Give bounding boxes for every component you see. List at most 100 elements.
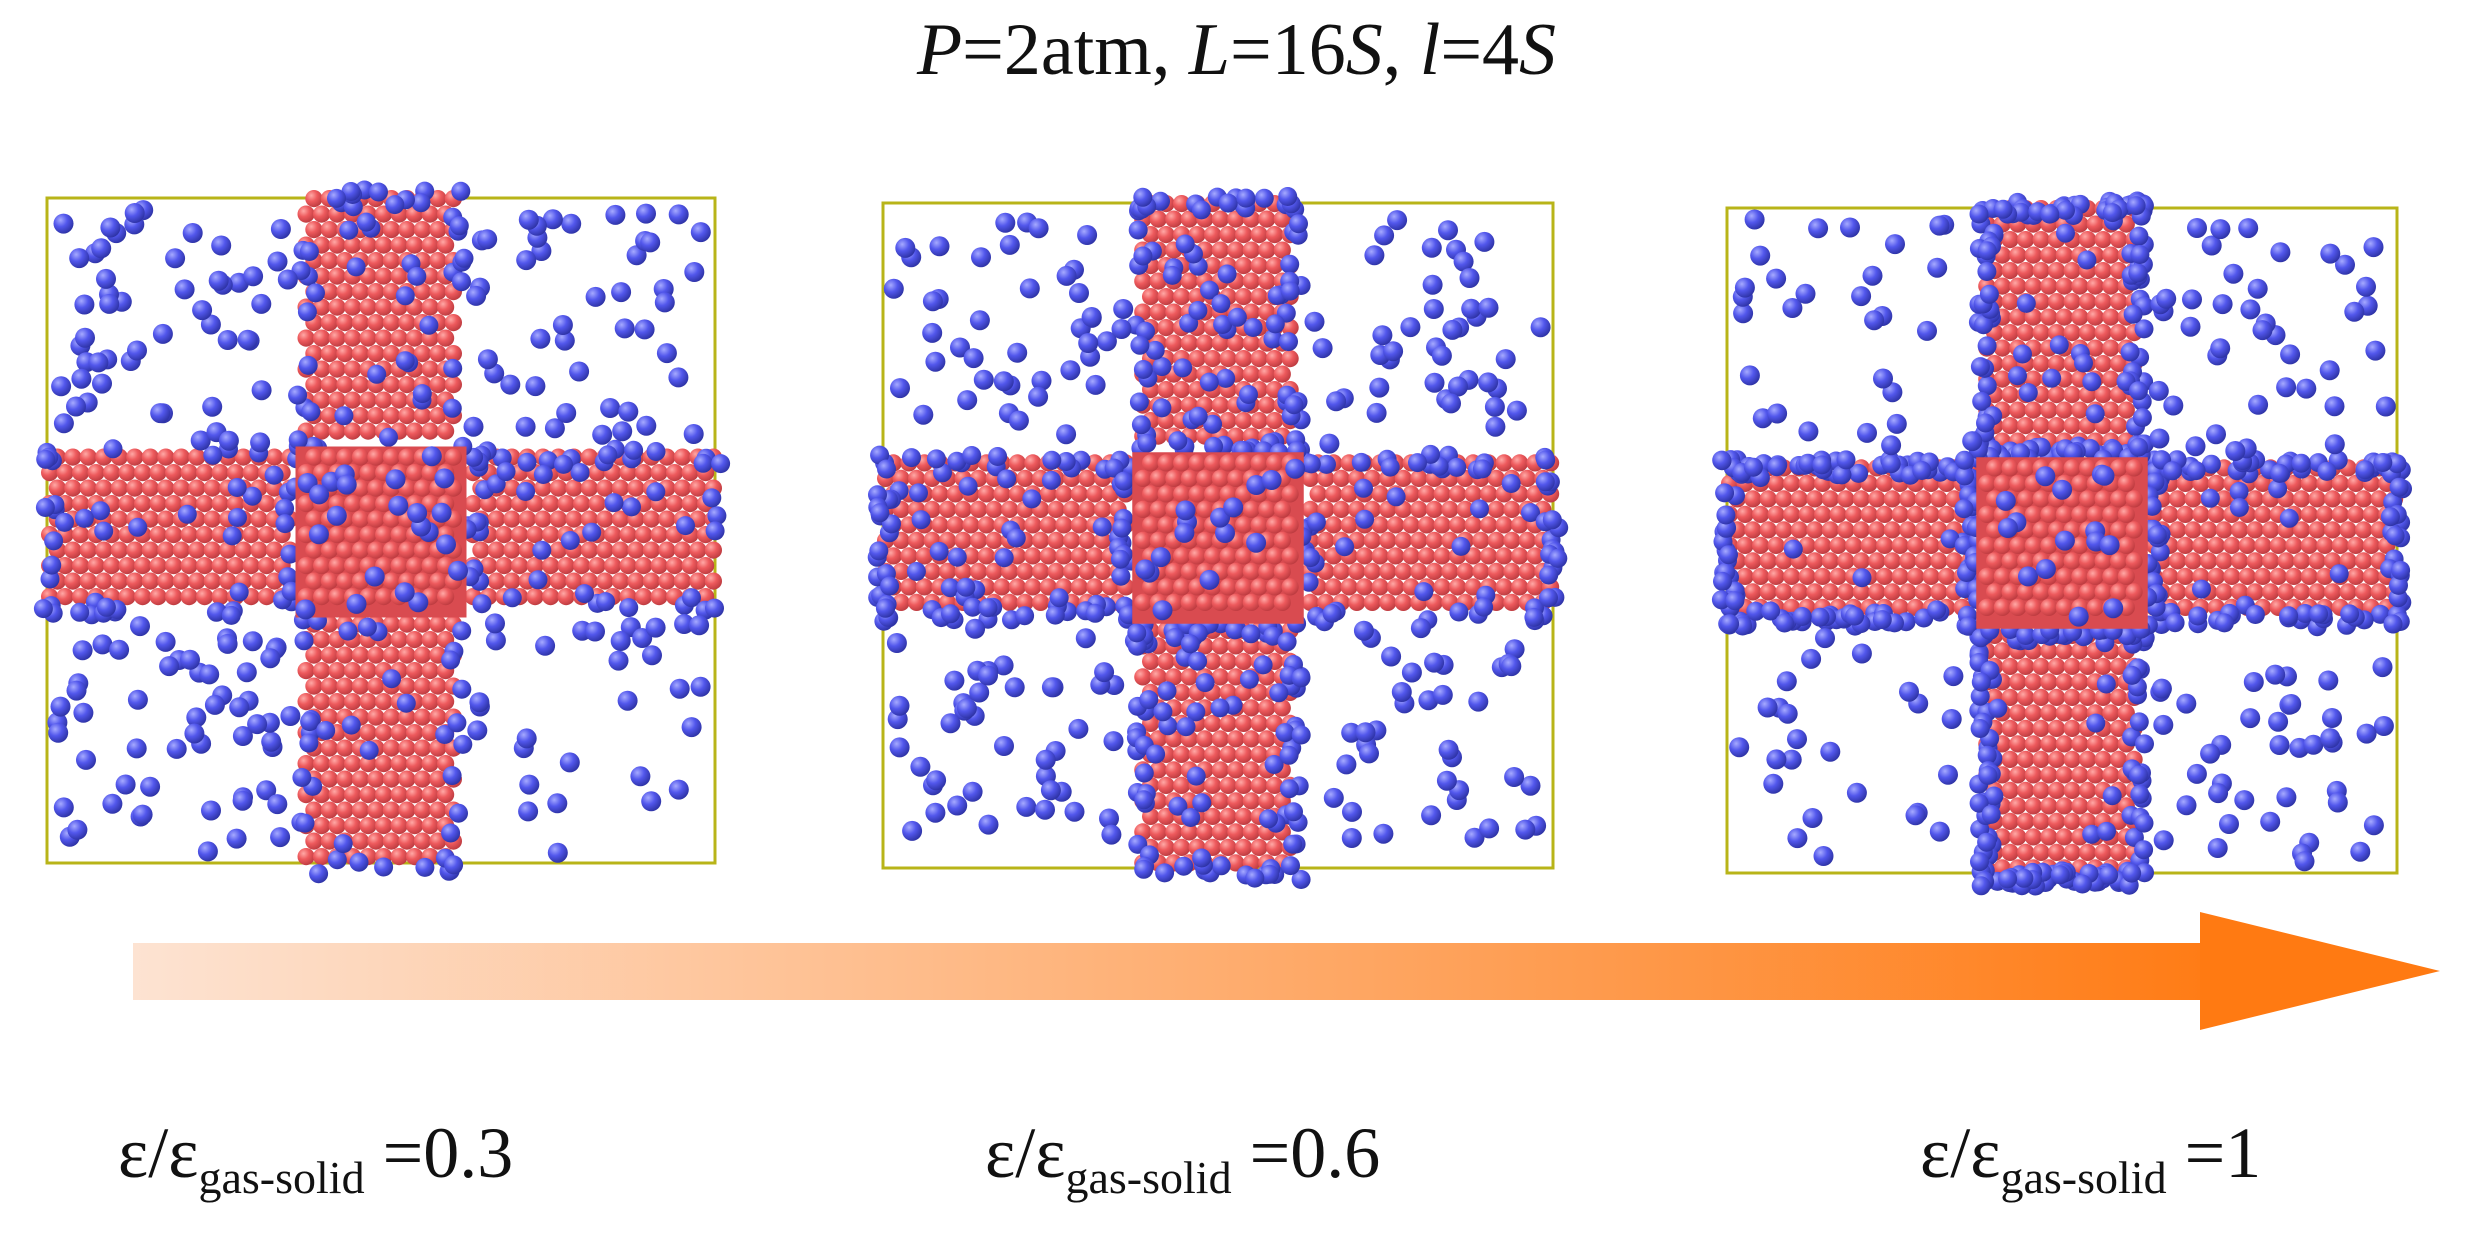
solid-atom bbox=[2110, 719, 2128, 738]
solid-atom bbox=[1860, 505, 1878, 523]
gas-atom bbox=[956, 698, 977, 719]
solid-atom bbox=[1266, 516, 1284, 534]
gas-atom bbox=[309, 864, 329, 884]
solid-atom bbox=[2316, 536, 2334, 555]
solid-atom bbox=[2017, 583, 2035, 601]
solid-atom bbox=[2086, 766, 2104, 784]
solid-atom bbox=[165, 557, 183, 575]
gas-atom bbox=[1028, 218, 1049, 239]
solid-atom bbox=[406, 631, 424, 649]
gas-atom bbox=[1927, 257, 1948, 278]
solid-atom bbox=[265, 448, 283, 466]
gas-atom bbox=[1341, 722, 1362, 743]
solid-atom bbox=[1798, 505, 1816, 523]
solid-atom bbox=[103, 557, 121, 575]
solid-atom bbox=[2063, 324, 2081, 342]
solid-atom bbox=[413, 770, 431, 788]
solid-atom bbox=[110, 479, 128, 497]
solid-atom bbox=[382, 252, 400, 270]
solid-atom bbox=[359, 693, 377, 711]
solid-atom bbox=[313, 693, 331, 711]
gas-atom bbox=[443, 358, 463, 378]
solid-atom bbox=[134, 557, 152, 575]
solid-atom bbox=[2094, 355, 2112, 373]
solid-atom bbox=[421, 236, 439, 254]
gas-atom bbox=[92, 373, 112, 394]
gas-atom bbox=[570, 463, 590, 482]
solid-atom bbox=[487, 510, 505, 528]
gas-atom bbox=[870, 503, 890, 523]
gas-atom bbox=[2163, 461, 2182, 481]
solid-atom bbox=[242, 464, 260, 482]
gas-atom bbox=[73, 702, 94, 723]
solid-atom bbox=[1759, 521, 1777, 539]
solid-atom bbox=[2110, 231, 2128, 249]
gas-atom bbox=[2188, 606, 2208, 626]
solid-atom bbox=[2063, 386, 2081, 404]
solid-atom bbox=[1744, 583, 1762, 601]
solid-atom bbox=[351, 510, 369, 528]
solid-atom bbox=[2347, 536, 2365, 555]
gas-atom bbox=[367, 364, 387, 384]
solid-atom bbox=[604, 557, 622, 575]
solid-atom bbox=[2032, 812, 2050, 831]
gas-atom bbox=[1227, 307, 1247, 327]
solid-atom bbox=[2055, 308, 2073, 326]
gas-atom bbox=[92, 634, 113, 655]
solid-atom bbox=[503, 510, 521, 528]
gas-atom bbox=[1374, 225, 1395, 246]
gas-atom bbox=[2134, 813, 2154, 833]
gas-atom bbox=[533, 465, 553, 484]
solid-atom bbox=[421, 631, 439, 649]
gas-atom bbox=[1291, 725, 1311, 745]
gas-atom bbox=[242, 631, 263, 652]
solid-atom bbox=[367, 708, 385, 726]
gas-atom bbox=[1176, 717, 1196, 737]
gas-atom bbox=[1801, 648, 1822, 669]
gas-atom bbox=[1744, 209, 1765, 230]
solid-atom bbox=[1363, 593, 1381, 612]
simulation-panel-mid bbox=[867, 187, 1569, 889]
solid-atom bbox=[429, 221, 447, 239]
solid-atom bbox=[2024, 505, 2042, 523]
gas-atom bbox=[1277, 632, 1297, 652]
gas-atom bbox=[1421, 237, 1442, 258]
solid-atom bbox=[234, 541, 252, 559]
solid-atom bbox=[1055, 516, 1073, 534]
solid-atom bbox=[2001, 324, 2019, 342]
solid-atom bbox=[2048, 812, 2066, 831]
solid-atom bbox=[336, 345, 354, 363]
solid-atom bbox=[2001, 386, 2019, 404]
gas-atom bbox=[605, 204, 626, 225]
solid-atom bbox=[1325, 516, 1343, 534]
solid-atom bbox=[79, 448, 97, 466]
solid-atom bbox=[681, 557, 699, 575]
solid-atom bbox=[1837, 552, 1855, 570]
solid-atom bbox=[2071, 735, 2089, 753]
solid-atom bbox=[382, 615, 400, 633]
gas-atom bbox=[1223, 497, 1244, 518]
solid-atom bbox=[2277, 583, 2295, 601]
solid-atom bbox=[157, 510, 175, 528]
gas-atom bbox=[477, 229, 498, 250]
solid-atom bbox=[1227, 761, 1245, 779]
solid-atom bbox=[406, 236, 424, 254]
gas-atom bbox=[364, 566, 385, 587]
gas-atom bbox=[419, 315, 439, 335]
solid-atom bbox=[2071, 797, 2089, 815]
gas-atom bbox=[1836, 450, 1856, 470]
gas-atom bbox=[1716, 505, 1736, 525]
gas-atom bbox=[1970, 719, 1990, 738]
solid-atom bbox=[165, 588, 183, 606]
gas-atom bbox=[1152, 600, 1173, 621]
gas-atom bbox=[2018, 383, 2038, 403]
gas-atom bbox=[2096, 674, 2116, 694]
gas-atom bbox=[1955, 466, 1975, 486]
solid-atom bbox=[211, 557, 229, 575]
solid-atom bbox=[1149, 730, 1167, 748]
solid-atom bbox=[472, 541, 490, 559]
gas-atom bbox=[2185, 436, 2206, 457]
gas-atom bbox=[1265, 314, 1285, 334]
solid-atom bbox=[2063, 293, 2081, 311]
solid-atom bbox=[328, 786, 346, 804]
